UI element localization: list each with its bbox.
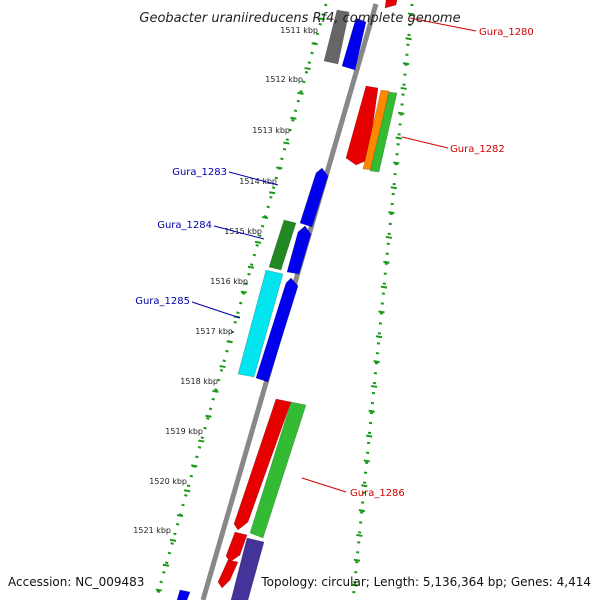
tick-mark [304, 67, 311, 71]
tick-mark [398, 111, 405, 115]
tick-mark [375, 335, 383, 339]
tick-label: 1513 kbp [252, 126, 290, 135]
tick-mark [366, 434, 373, 438]
tick-mark [358, 509, 366, 513]
tick-mark [407, 12, 415, 16]
tick-mark [351, 583, 358, 587]
tick-mark [205, 414, 212, 418]
tick-mark [378, 310, 385, 314]
tick-mark [405, 37, 412, 41]
tick-label: 1512 kbp [265, 75, 303, 84]
gene-gura-1289-feature[interactable] [230, 537, 265, 600]
leader-gura-1282 [401, 136, 449, 149]
leader-gura-1284 [213, 225, 265, 240]
gene-gura-1280-feature[interactable] [384, 0, 398, 9]
tick-label: 1518 kbp [180, 377, 218, 386]
gene-gura-1285b-feature[interactable] [255, 277, 299, 383]
topology-text: Topology: circular; Length: 5,136,364 bp… [260, 575, 591, 589]
tick-mark [155, 588, 162, 592]
tick-mark [254, 240, 262, 244]
gene-gura-1286-feature[interactable] [249, 401, 307, 539]
gene-gura-1284b-feature[interactable] [286, 225, 312, 275]
tick-mark [370, 384, 378, 388]
tick-label: 1515 kbp [224, 227, 262, 236]
tick-label: 1520 kbp [149, 477, 187, 486]
tick-mark [390, 186, 397, 190]
gene-gura-1287-feature[interactable] [233, 398, 292, 531]
tick-mark [219, 365, 226, 369]
tick-mark [297, 91, 304, 95]
gene-gura-1288-feature[interactable] [225, 531, 248, 563]
tick-mark [240, 290, 247, 294]
tick-mark [276, 166, 283, 170]
tick-mark [361, 484, 368, 488]
gene-label-gura-1282[interactable]: Gura_1282 [450, 144, 505, 155]
tick-label: 1521 kbp [133, 526, 171, 535]
tick-mark [373, 360, 380, 364]
tick-mark [400, 86, 407, 90]
tick-mark [395, 136, 402, 140]
tick-mark [311, 42, 318, 46]
tick-mark [162, 563, 170, 567]
tick-mark [356, 533, 363, 537]
tick-mark [198, 439, 205, 443]
gene-label-gura-1285[interactable]: Gura_1285 [135, 296, 190, 307]
leader-gura-1283 [228, 171, 279, 186]
tick-mark [212, 389, 219, 393]
tick-mark [184, 489, 191, 493]
gene-gura-1283-feature[interactable] [299, 167, 329, 228]
tick-mark [383, 260, 390, 264]
tick-mark [191, 464, 198, 468]
tick-label: 1514 kbp [239, 177, 277, 186]
leader-gura-1285 [191, 301, 241, 319]
kbp-tick-labels: 1511 kbp 1512 kbp 1513 kbp 1514 kbp 1515… [133, 26, 318, 535]
map-title: Geobacter uraniireducens Rf4, complete g… [139, 11, 460, 26]
tick-label: 1517 kbp [195, 327, 233, 336]
gene-gura-1291-feature[interactable] [176, 589, 191, 600]
gene-label-gura-1286[interactable]: Gura_1286 [350, 488, 405, 499]
tick-label: 1516 kbp [210, 277, 248, 286]
tick-mark [269, 191, 276, 195]
tick-mark [247, 265, 255, 269]
tick-mark [393, 161, 400, 165]
gene-label-gura-1280[interactable]: Gura_1280 [479, 27, 534, 38]
tick-mark [380, 285, 388, 289]
tick-mark [176, 514, 184, 518]
tick-mark [363, 459, 370, 463]
gene-gura-1279-feature[interactable] [323, 9, 350, 65]
tick-label: 1519 kbp [165, 427, 203, 436]
tick-mark [169, 538, 177, 542]
accession-text: Accession: NC_009483 [8, 575, 144, 589]
tick-label: 1511 kbp [280, 26, 318, 35]
gene-gura-1290-feature[interactable] [217, 559, 239, 589]
gene-gura-1285-feature[interactable] [237, 269, 284, 378]
tick-mark [318, 17, 325, 21]
tick-mark [402, 62, 410, 66]
tick-mark [388, 211, 395, 215]
gene-gura-1280b-feature[interactable] [341, 17, 367, 71]
leader-gura-1286 [301, 477, 347, 493]
tick-mark [226, 340, 233, 344]
tick-marks [155, 12, 415, 592]
tick-mark [368, 409, 375, 413]
tick-mark [261, 216, 269, 220]
tick-mark [283, 141, 290, 145]
tick-mark [353, 558, 361, 562]
gene-label-gura-1284[interactable]: Gura_1284 [157, 220, 212, 231]
gene-label-gura-1283[interactable]: Gura_1283 [172, 167, 227, 178]
tick-mark [290, 116, 297, 120]
gene-gura-1282b-feature[interactable] [369, 91, 398, 173]
tick-mark [385, 235, 393, 239]
leader-gura-1280 [409, 17, 477, 32]
gene-gura-1284-feature[interactable] [268, 219, 297, 271]
